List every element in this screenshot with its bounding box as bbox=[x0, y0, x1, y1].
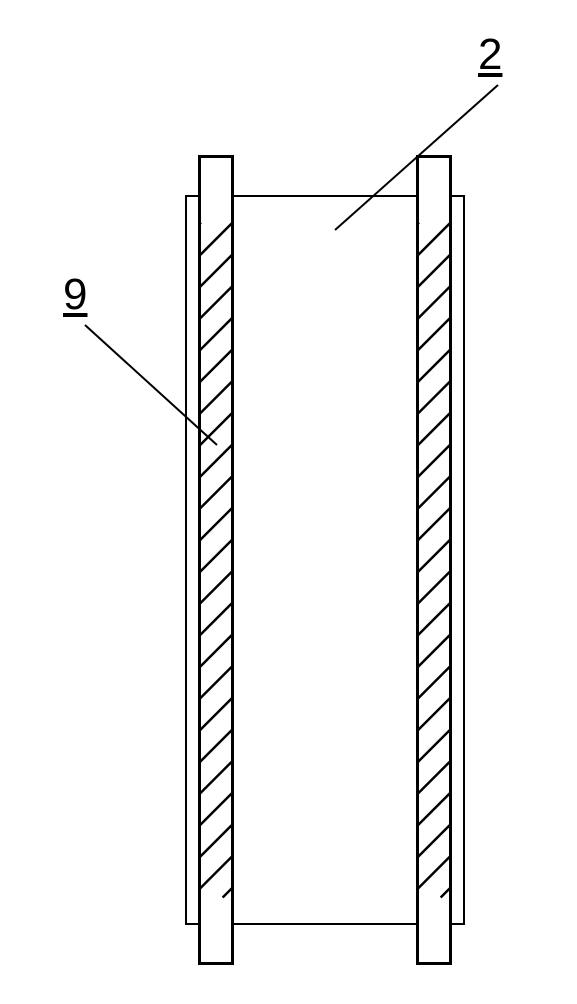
callout-label-9: 9 bbox=[63, 270, 87, 320]
hatched-bar-left bbox=[198, 155, 234, 965]
diagram-canvas: 2 9 bbox=[0, 0, 577, 1004]
hatching-left bbox=[201, 158, 231, 962]
hatched-bar-right bbox=[416, 155, 452, 965]
hatching-right bbox=[419, 158, 449, 962]
callout-label-2: 2 bbox=[478, 30, 502, 80]
